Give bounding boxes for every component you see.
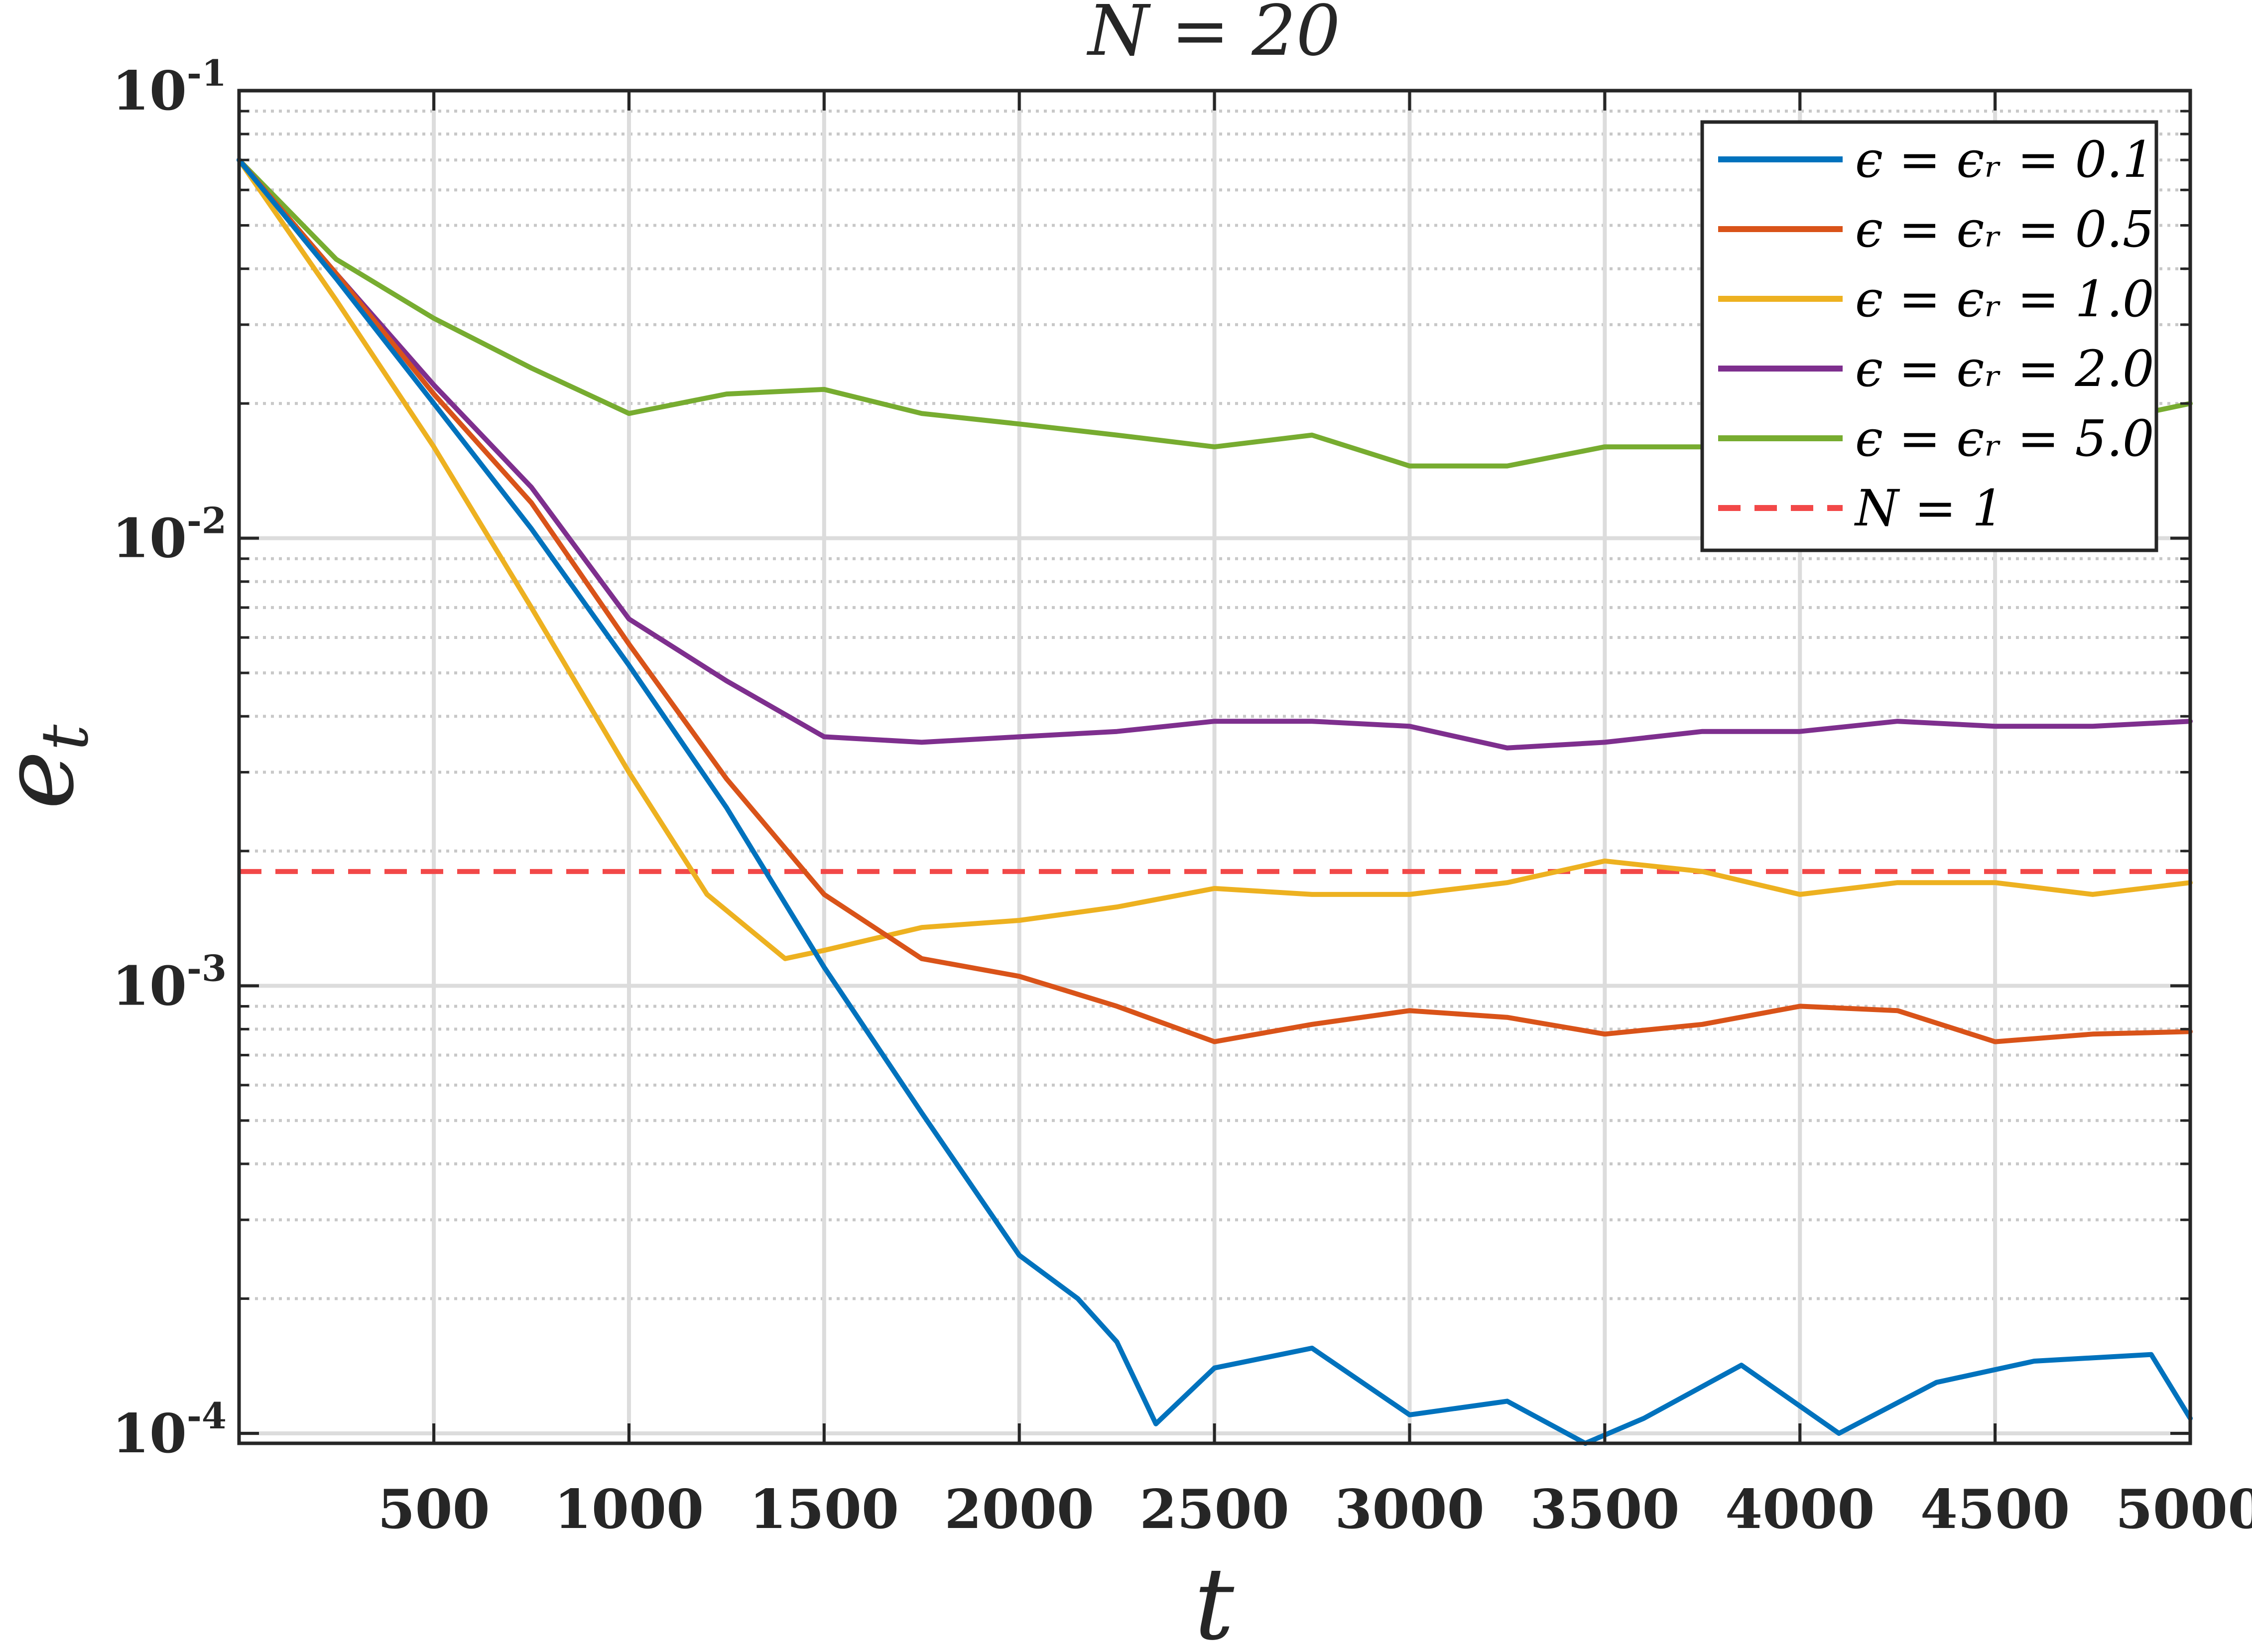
x-tick-label: 3000 [1335, 1478, 1485, 1541]
legend-label: ϵ = ϵᵣ = 0.5 [1855, 200, 2154, 258]
y-tick-label-exponent: -3 [187, 947, 227, 989]
y-tick-label-base: 10 [112, 60, 187, 123]
legend-label: ϵ = ϵᵣ = 1.0 [1855, 270, 2154, 328]
x-tick-label: 1000 [554, 1478, 704, 1541]
x-tick-labels: 500 1000 1500 2000 2500 3000 3500 4000 4500 5000 [377, 1478, 2252, 1541]
x-tick-label: 4000 [1725, 1478, 1875, 1541]
series-line [237, 157, 2193, 751]
series-line [237, 157, 2193, 961]
x-tick-label: 3500 [1530, 1478, 1680, 1541]
y-tick-label: 10-2 [112, 500, 227, 570]
axis-ticks [239, 89, 2192, 1443]
legend: ϵ = ϵᵣ = 0.1 ϵ = ϵᵣ = 0.5 ϵ = ϵᵣ = 1.0 ϵ = … [1700, 120, 2158, 552]
series-line [237, 157, 2193, 1044]
x-tick-label: 2000 [944, 1478, 1094, 1541]
legend-label: ϵ = ϵᵣ = 0.1 [1855, 130, 2154, 189]
y-tick-labels: 10-410-310-210-1 [112, 52, 227, 1465]
x-tick-label: 4500 [1920, 1478, 2070, 1541]
legend-label: ϵ = ϵᵣ = 5.0 [1855, 409, 2154, 468]
y-tick-label: 10-3 [112, 947, 227, 1017]
y-tick-label-exponent: -4 [187, 1395, 227, 1437]
series-line [237, 157, 2193, 1446]
legend-box [1700, 120, 2158, 552]
y-tick-label-exponent: -2 [187, 500, 227, 542]
legend-label: ϵ = ϵᵣ = 2.0 [1855, 340, 2154, 398]
y-tick-label: 10-4 [112, 1395, 227, 1465]
chart-title: N = 20 [1087, 0, 1341, 72]
legend-label: N = 1 [1854, 479, 2004, 537]
x-tick-label: 2500 [1139, 1478, 1289, 1541]
x-axis-label: t [1194, 1546, 1235, 1652]
x-tick-label: 5000 [2116, 1478, 2252, 1541]
x-tick-label: 1500 [750, 1478, 899, 1541]
y-tick-label-base: 10 [112, 1402, 187, 1465]
x-tick-label: 500 [377, 1478, 490, 1541]
y-tick-label-base: 10 [112, 955, 187, 1017]
y-tick-label: 10-1 [112, 52, 227, 123]
y-tick-label-base: 10 [112, 508, 187, 570]
series-layer [237, 157, 2193, 1446]
y-tick-label-exponent: -1 [187, 52, 227, 94]
